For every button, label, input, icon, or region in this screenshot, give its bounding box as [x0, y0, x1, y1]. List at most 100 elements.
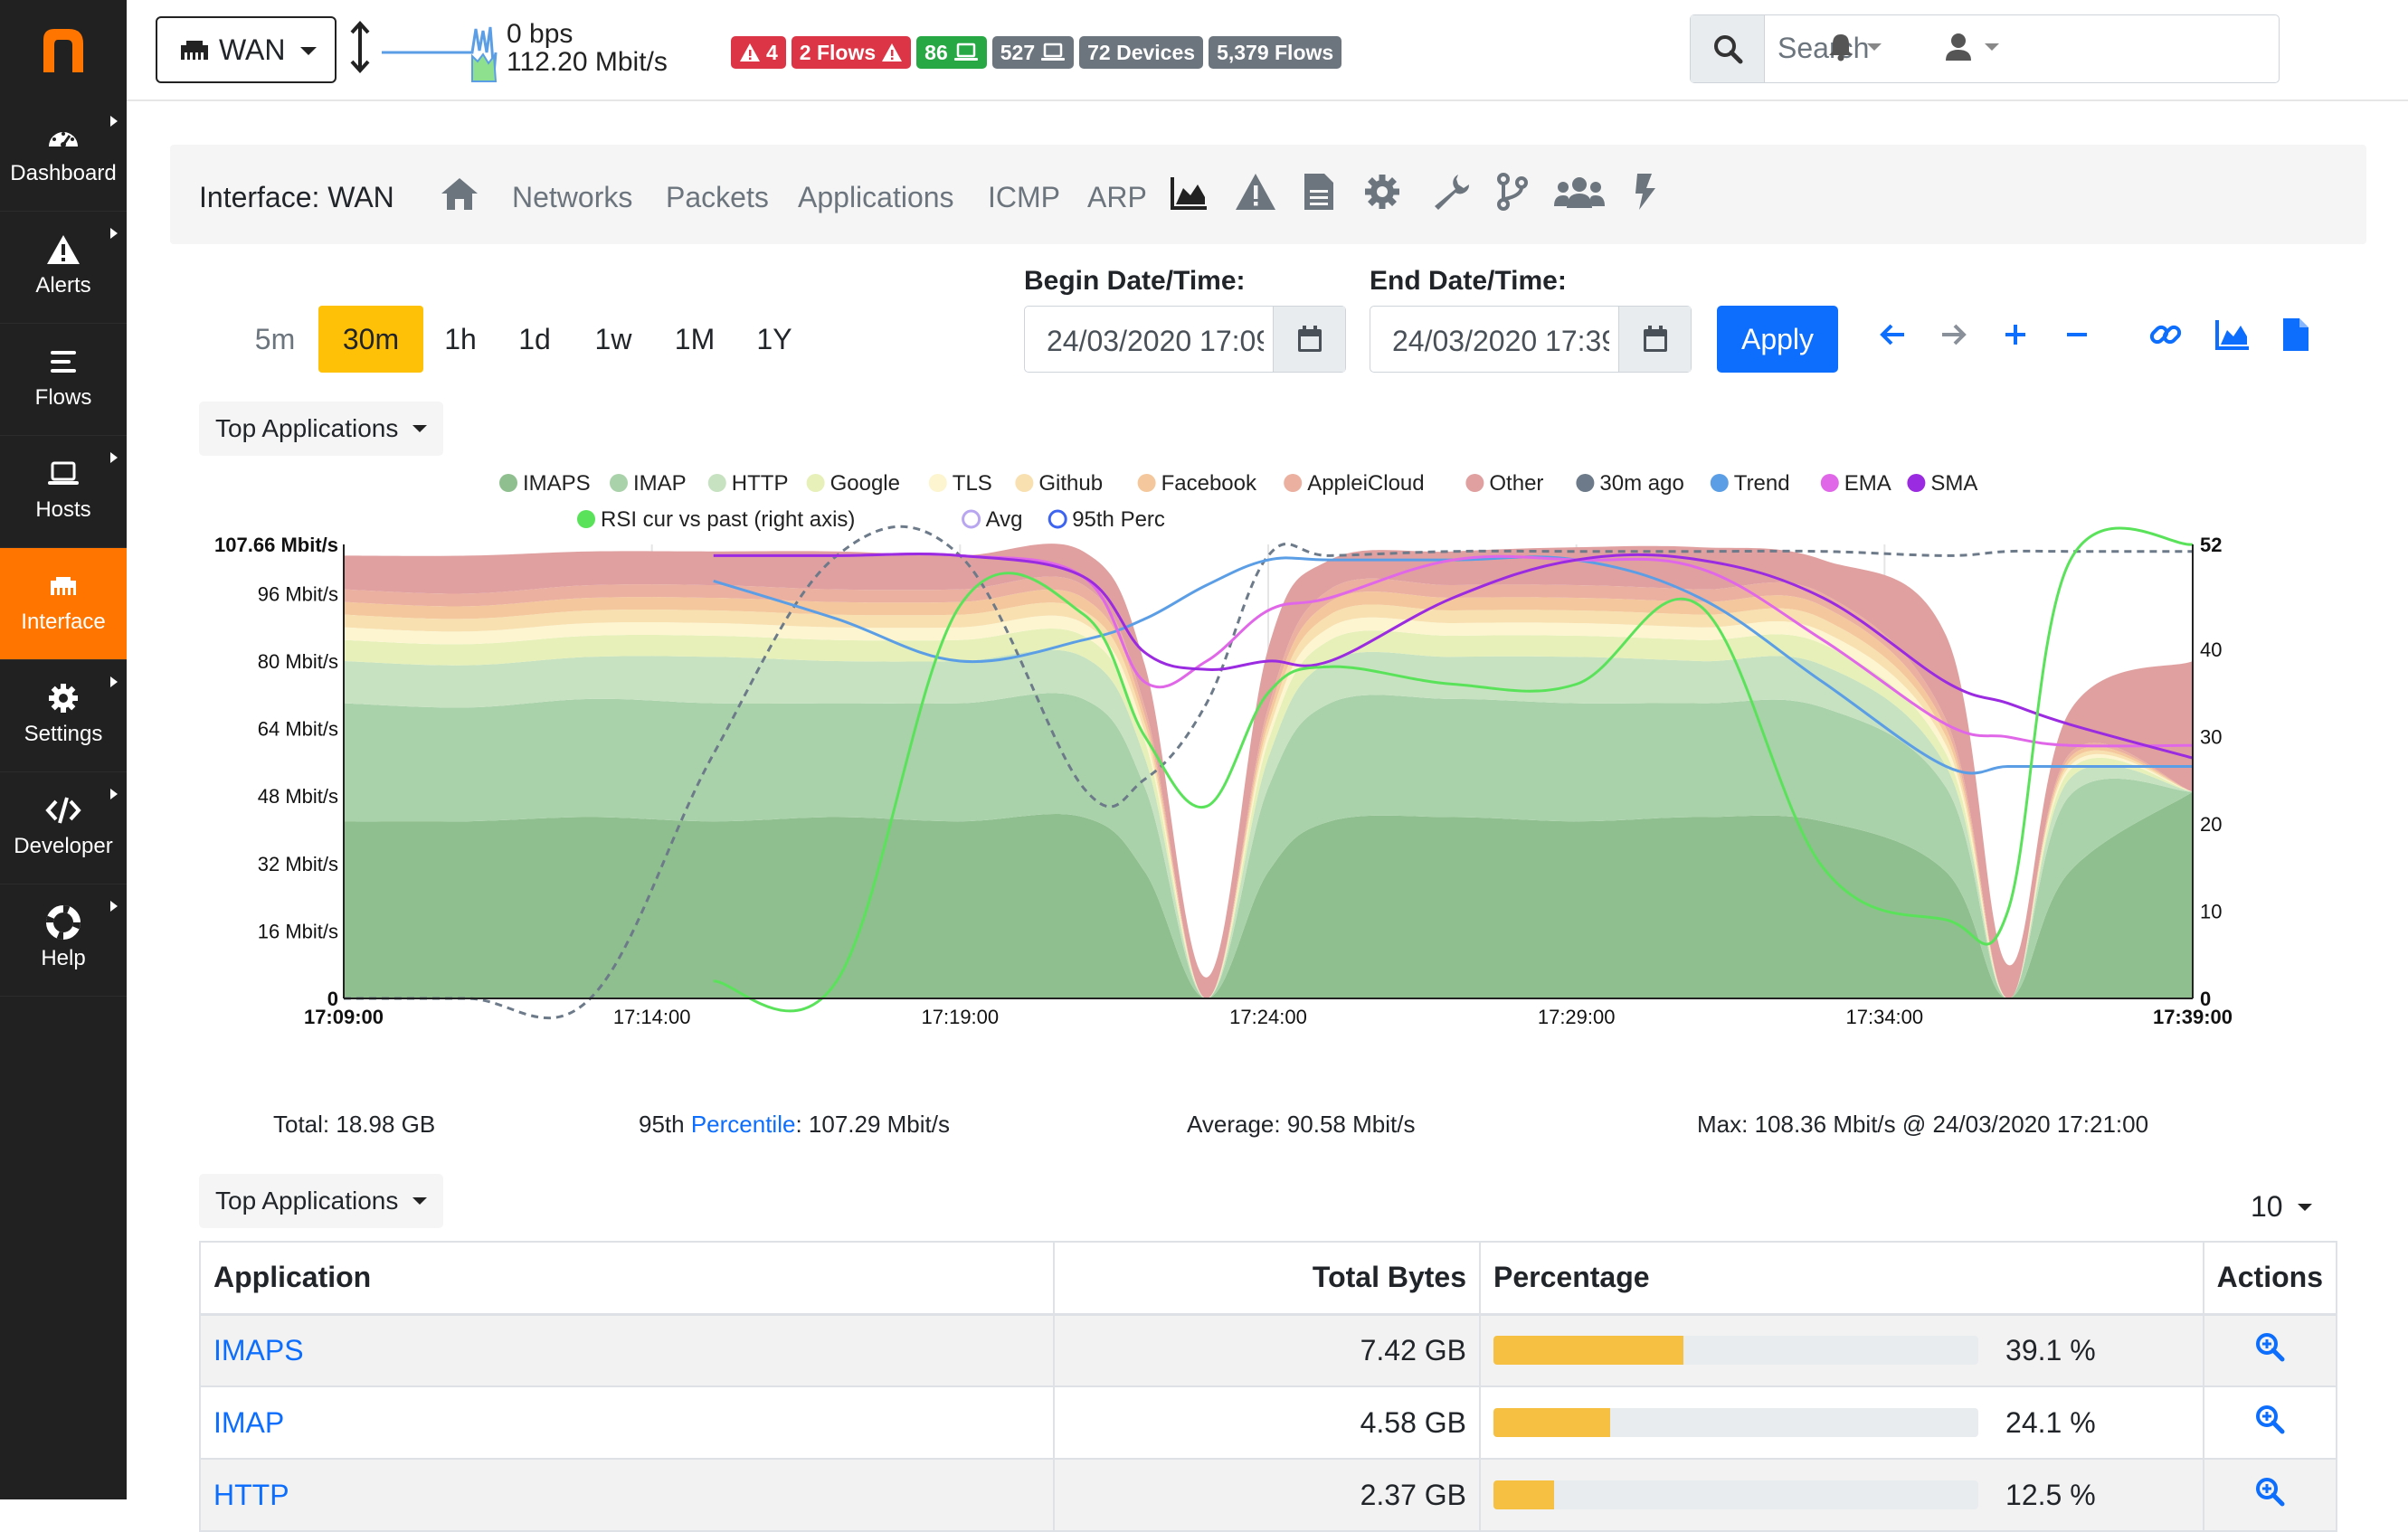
header-total-bytes[interactable]: Total Bytes — [1052, 1241, 1482, 1316]
legend-item[interactable]: Avg — [962, 507, 1023, 532]
calendar-button[interactable] — [1273, 307, 1345, 372]
range-30m-button[interactable]: 30m — [318, 306, 423, 373]
search-input[interactable] — [1778, 28, 2248, 68]
range-1h-button[interactable]: 1h — [444, 322, 477, 355]
area-imap[interactable] — [344, 693, 2193, 999]
header-application[interactable]: Application — [199, 1241, 1055, 1316]
back-button[interactable] — [1872, 315, 1912, 355]
zoom-in-icon[interactable] — [2254, 1476, 2285, 1507]
tab-icmp[interactable]: ICMP — [988, 181, 1060, 213]
sidebar-item-settings[interactable]: Settings — [0, 660, 127, 772]
traffic-chart[interactable]: IMAPS IMAP HTTP Google TLS Github Facebook Appl… — [170, 458, 2251, 1054]
wrench-icon[interactable] — [1431, 172, 1471, 212]
sidebar-item-developer[interactable]: Developer — [0, 772, 127, 884]
legend-swatch — [806, 474, 825, 492]
zoom-in-button[interactable] — [1996, 315, 2035, 355]
area-http[interactable] — [344, 649, 2193, 999]
legend-item[interactable]: TLS — [928, 471, 992, 496]
chart-lines — [344, 525, 2194, 1020]
chart-series-selector[interactable]: Top Applications — [199, 402, 444, 456]
search-button[interactable] — [1691, 15, 1765, 82]
legend-item[interactable]: Other — [1465, 471, 1543, 496]
range-5m-button[interactable]: 5m — [254, 322, 296, 355]
page-size-selector[interactable]: 10 — [2251, 1190, 2312, 1224]
file-icon[interactable] — [1303, 172, 1335, 212]
legend-item[interactable]: 95th Perc — [1048, 507, 1165, 532]
notifications-menu[interactable] — [1827, 33, 1882, 61]
zoom-in-icon[interactable] — [2254, 1331, 2285, 1362]
ntopng-logo[interactable] — [0, 0, 127, 99]
sidebar-item-flows[interactable]: Flows — [0, 324, 127, 436]
stat-percentile-value: : 107.29 Mbit/s — [795, 1111, 950, 1138]
range-1M-button[interactable]: 1M — [674, 322, 716, 355]
tab-packets[interactable]: Packets — [666, 181, 769, 213]
legend-item[interactable]: IMAPS — [499, 471, 591, 496]
line-30m[interactable] — [344, 525, 2193, 1020]
tab-applications[interactable]: Applications — [798, 181, 954, 213]
flows-badge[interactable]: 5,379 Flows — [1209, 36, 1342, 69]
chart-view-button[interactable] — [2213, 315, 2252, 355]
tab-networks[interactable]: Networks — [512, 181, 633, 213]
percentage-bar-fill — [1493, 1480, 1555, 1509]
warning-icon[interactable] — [1234, 172, 1277, 212]
local-hosts-badge[interactable]: 86 — [916, 36, 987, 69]
flow-alerts-badge[interactable]: 2 Flows — [791, 36, 912, 69]
application-link[interactable]: IMAPS — [213, 1333, 304, 1367]
users-icon[interactable] — [1554, 172, 1605, 212]
code-icon — [45, 797, 81, 824]
zoom-in-icon[interactable] — [2254, 1404, 2285, 1434]
line-rsi[interactable] — [713, 526, 2194, 1013]
range-1w-button[interactable]: 1w — [594, 322, 632, 355]
application-link[interactable]: IMAP — [213, 1405, 285, 1439]
zoom-out-button[interactable] — [2057, 315, 2097, 355]
hosts-badge[interactable]: 527 — [991, 36, 1075, 69]
begin-date-field[interactable]: 24/03/2020 17:09 — [1024, 306, 1346, 373]
permalink-button[interactable] — [2146, 315, 2185, 355]
area-other[interactable] — [344, 544, 2193, 999]
report-button[interactable] — [2276, 315, 2316, 355]
interface-selector[interactable]: WAN — [156, 16, 337, 83]
line-sma[interactable] — [713, 553, 2194, 760]
sidebar-item-hosts[interactable]: Hosts — [0, 436, 127, 548]
header-percentage[interactable]: Percentage — [1479, 1241, 2204, 1316]
legend-item[interactable]: EMA — [1820, 471, 1891, 496]
sidebar-item-dashboard[interactable]: Dashboard — [0, 99, 127, 212]
table-selector[interactable]: Top Applications — [199, 1174, 444, 1228]
sidebar-item-help[interactable]: Help — [0, 884, 127, 997]
percentile-link[interactable]: Percentile — [690, 1111, 796, 1138]
legend-item[interactable]: IMAP — [610, 471, 687, 496]
code-branch-icon[interactable] — [1494, 172, 1531, 212]
legend-item[interactable]: SMA — [1907, 471, 1977, 496]
legend-item[interactable]: HTTP — [707, 471, 789, 496]
apply-button[interactable]: Apply — [1717, 306, 1838, 373]
bolt-icon[interactable] — [1632, 172, 1659, 212]
legend-item[interactable]: Google — [806, 471, 900, 496]
user-menu[interactable] — [1945, 33, 1999, 61]
sidebar-item-alerts[interactable]: Alerts — [0, 212, 127, 324]
application-link[interactable]: HTTP — [213, 1478, 289, 1511]
legend-item[interactable]: Trend — [1710, 471, 1790, 496]
line-trend[interactable] — [713, 555, 2193, 775]
forward-button[interactable] — [1934, 315, 1974, 355]
tab-arp[interactable]: ARP — [1087, 181, 1147, 213]
legend-item[interactable]: RSI cur vs past (right axis) — [577, 507, 855, 532]
range-1Y-button[interactable]: 1Y — [756, 322, 792, 355]
legend-item[interactable]: Github — [1015, 471, 1103, 496]
legend-item[interactable]: AppleiCloud — [1284, 471, 1425, 496]
area-chart-icon[interactable] — [1169, 175, 1209, 212]
calendar-button[interactable] — [1618, 307, 1691, 372]
chevron-down-icon — [1867, 43, 1882, 51]
alerts-badge[interactable]: 4 — [731, 36, 786, 69]
range-1d-button[interactable]: 1d — [518, 322, 551, 355]
flows-icon — [51, 351, 76, 373]
area-imaps[interactable] — [344, 791, 2193, 999]
home-icon[interactable] — [440, 175, 479, 212]
laptop-icon — [953, 43, 978, 61]
sidebar-item-interface[interactable]: Interface — [0, 548, 127, 660]
legend-item[interactable]: Facebook — [1137, 471, 1257, 496]
end-date-field[interactable]: 24/03/2020 17:39 — [1370, 306, 1692, 373]
gear-icon[interactable] — [1362, 172, 1402, 212]
legend-item[interactable]: 30m ago — [1576, 471, 1684, 496]
caret-right-icon — [110, 228, 118, 239]
devices-badge[interactable]: 72 Devices — [1079, 36, 1204, 69]
